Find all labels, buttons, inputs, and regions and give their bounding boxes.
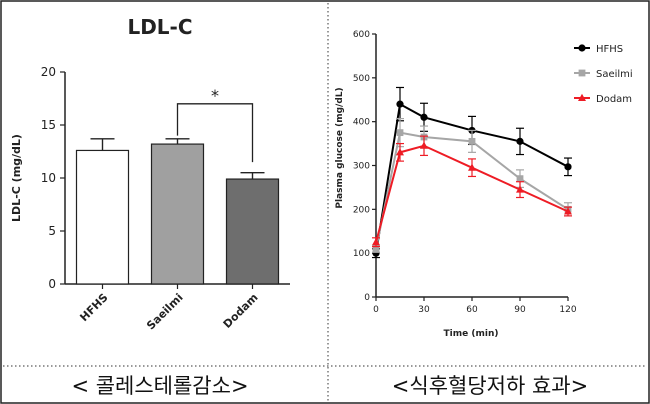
line-axes: 0 100 200 300 400 500 600 0 30 60 90 120 <box>353 30 577 315</box>
bar-y-tick-label: 5 <box>48 224 56 238</box>
data-point <box>468 163 476 171</box>
significance-annotation: * <box>176 86 254 163</box>
data-point <box>468 137 476 145</box>
legend-item-saeilmi: Saeilmi <box>574 69 633 80</box>
legend-label: HFHS <box>596 44 623 55</box>
significance-star: * <box>211 86 219 105</box>
bar-y-tick-label: 10 <box>41 171 56 185</box>
bar-saeilmi <box>150 143 205 285</box>
legend: HFHS Saeilmi Dodam <box>574 44 633 105</box>
line-series <box>372 86 572 259</box>
line-y-tick-label: 500 <box>353 74 370 84</box>
line-y-tick-label: 300 <box>353 162 370 172</box>
legend-label: Saeilmi <box>596 69 633 80</box>
bar-hfhs <box>75 149 130 285</box>
data-point <box>516 185 524 193</box>
glucose-line-chart: Plasma glucose (mg/dL) Time (min) 0 100 20… <box>335 30 633 339</box>
data-point <box>396 148 404 156</box>
data-point <box>372 245 380 253</box>
bar-y-tick-label: 20 <box>41 65 56 79</box>
significance-bracket <box>176 103 254 163</box>
bar-dodam <box>225 178 280 285</box>
data-point <box>516 175 524 183</box>
line-x-tick-label: 60 <box>466 305 478 315</box>
series-line <box>375 144 569 243</box>
line-x-tick-label: 90 <box>514 305 526 315</box>
line-y-tick-label: 0 <box>364 293 370 303</box>
legend-marker <box>578 69 586 77</box>
bar-chart-ylabel: LDL-C (mg/dL) <box>10 134 23 222</box>
data-point <box>396 129 404 137</box>
line-x-tick-label: 120 <box>559 305 576 315</box>
right-caption: <식후혈당저하 효과> <box>392 374 588 398</box>
bar-chart-title: LDL-C <box>127 15 192 39</box>
series-line <box>375 102 569 254</box>
line-y-tick-label: 400 <box>353 118 370 128</box>
data-point <box>396 100 404 108</box>
legend-item-dodam: Dodam <box>574 93 632 105</box>
legend-marker <box>578 44 586 52</box>
left-caption: < 콜레스테롤감소> <box>71 374 248 398</box>
line-chart-ylabel: Plasma glucose (mg/dL) <box>335 87 345 208</box>
legend-marker <box>578 93 586 101</box>
line-x-tick-label: 30 <box>418 305 430 315</box>
data-point <box>372 238 380 246</box>
line-y-tick-label: 600 <box>353 30 370 40</box>
legend-item-hfhs: HFHS <box>574 44 623 55</box>
line-x-tick-label: 0 <box>373 305 379 315</box>
series-dodam <box>372 135 572 248</box>
data-point <box>564 207 572 215</box>
data-point <box>420 113 428 121</box>
data-point <box>516 137 524 145</box>
bar-y-tick-label: 15 <box>41 118 56 132</box>
line-chart-xlabel: Time (min) <box>444 329 499 339</box>
bar-y-tick-label: 0 <box>48 277 56 291</box>
data-point <box>420 141 428 149</box>
line-y-tick-label: 200 <box>353 205 370 215</box>
legend-label: Dodam <box>596 94 632 105</box>
data-point <box>564 163 572 171</box>
line-y-tick-label: 100 <box>353 249 370 259</box>
series-line <box>375 131 569 249</box>
